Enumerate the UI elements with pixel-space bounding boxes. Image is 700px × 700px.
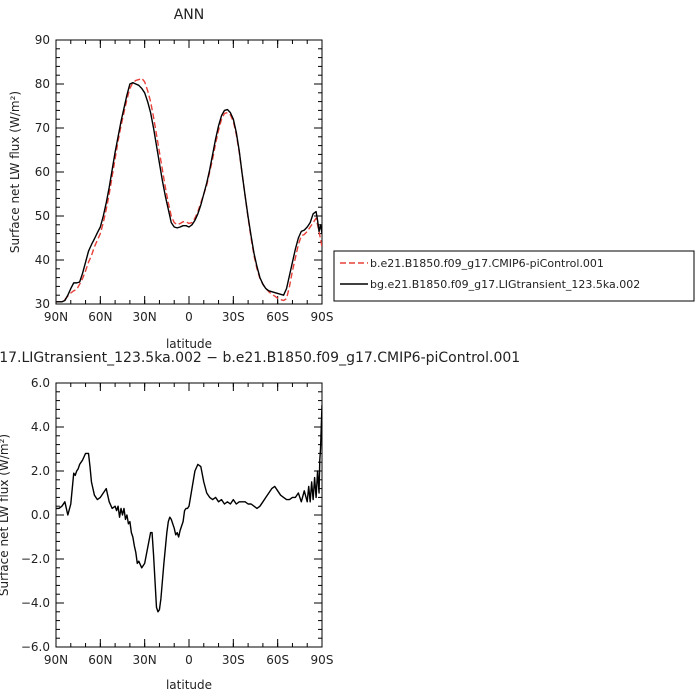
y-tick-label: 60 <box>35 165 50 179</box>
chart-panel-top: 90N 60N 30N 0 30S 60S 90S 30 40 50 60 70 80 90 ANN lati… <box>8 7 695 351</box>
y-axis-label: Surface net LW flux (W/m²) <box>0 434 11 596</box>
y-tick-label: −6.0 <box>21 640 50 654</box>
x-tick-label: 90N <box>44 653 68 667</box>
y-tick-label: 4.0 <box>31 420 50 434</box>
x-tick-label: 30S <box>222 653 245 667</box>
plot-frame <box>55 382 323 648</box>
legend-entry-1: b.e21.B1850.f09_g17.CMIP6-piControl.001 <box>370 257 604 270</box>
legend-entry-2: bg.e21.B1850.f09_g17.LIGtransient_123.5k… <box>370 278 640 291</box>
y-tick-label: 50 <box>35 209 50 223</box>
x-tick-label: 60N <box>88 653 112 667</box>
y-tick-label: 90 <box>35 33 50 47</box>
y-tick-label: 40 <box>35 253 50 267</box>
chart-title: ANN <box>174 7 205 23</box>
x-tick-label: 30N <box>133 310 157 324</box>
x-axis-label: latitude <box>166 678 212 692</box>
y-tick-label: −4.0 <box>21 596 50 610</box>
x-tick-label: 90S <box>311 653 334 667</box>
x-tick-label: 30N <box>133 653 157 667</box>
y-tick-label: 6.0 <box>31 376 50 390</box>
series-line-2 <box>56 81 322 303</box>
y-axis-label: Surface net LW flux (W/m²) <box>8 91 22 253</box>
x-tick-label: 60N <box>88 310 112 324</box>
chart-title: bg.e21.B1850.f09_g17.LIGtransient_123.5k… <box>0 350 520 366</box>
x-tick-label: 0 <box>185 653 193 667</box>
chart-panel-bottom: 90N 60N 30N 0 30S 60S 90S −6.0 −4.0 −2.0 0.0 2.0 4.0… <box>0 350 520 692</box>
y-tick-label: 70 <box>35 121 50 135</box>
x-tick-label: 60S <box>266 653 289 667</box>
x-tick-label: 90N <box>44 310 68 324</box>
y-tick-label: 0.0 <box>31 508 50 522</box>
plot-frame <box>55 39 323 305</box>
y-tick-label: 30 <box>35 297 50 311</box>
legend-box <box>333 250 695 302</box>
series-line-1 <box>56 77 322 303</box>
x-tick-label: 0 <box>185 310 193 324</box>
x-tick-label: 90S <box>311 310 334 324</box>
x-tick-label: 60S <box>266 310 289 324</box>
x-axis-label: latitude <box>166 337 212 351</box>
y-tick-label: 2.0 <box>31 464 50 478</box>
y-tick-label: −2.0 <box>21 552 50 566</box>
series-line-1 <box>56 404 322 613</box>
y-tick-label: 80 <box>35 77 50 91</box>
x-tick-label: 30S <box>222 310 245 324</box>
